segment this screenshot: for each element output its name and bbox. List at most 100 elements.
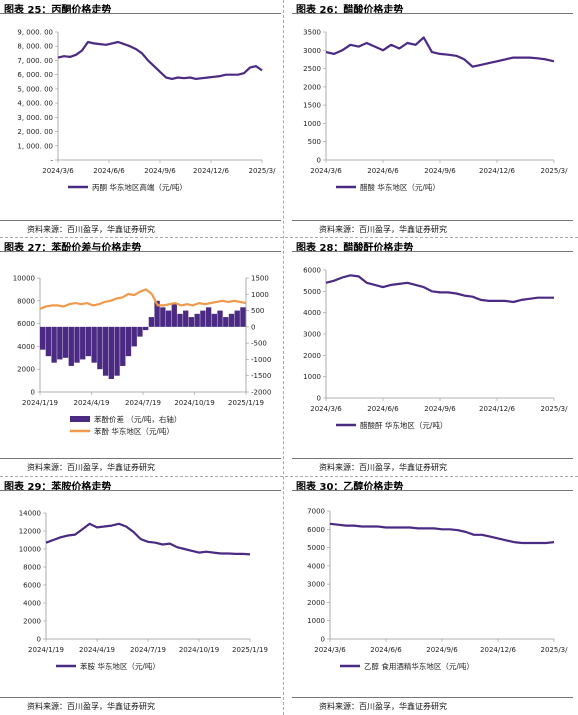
x-tick-label: 2024/6/6 (93, 167, 125, 175)
spread-bar (74, 326, 80, 363)
title-rule (292, 251, 573, 252)
x-tick-label: 2024/12/6 (480, 646, 516, 654)
y-tick-label: 4, 000. 00 (17, 100, 53, 108)
spread-bar (177, 313, 183, 327)
y-tick-label: 0 (317, 395, 321, 403)
y-tick-label: 8, 000. 00 (17, 43, 53, 51)
spread-bar (171, 304, 177, 327)
y2-tick-label: 1500 (251, 275, 269, 283)
x-tick-label: 2024/3/6 (314, 646, 346, 654)
y-tick-label: 0 (31, 389, 35, 397)
spread-bar (114, 326, 120, 376)
panel-divider-vertical (283, 0, 284, 715)
legend-label: 醋酸酐 华东地区（元/吨） (360, 420, 447, 430)
x-tick-label: 2024/9/6 (426, 646, 458, 654)
spread-bar (211, 313, 217, 327)
title-rule (292, 13, 573, 14)
y-tick-label: 6000 (23, 582, 41, 590)
y-tick-label: 14000 (19, 510, 41, 518)
x-tick-label: 2024/9/6 (424, 167, 456, 175)
x-tick-label: 2024/6/6 (367, 405, 399, 413)
spread-bar (234, 310, 240, 327)
y-tick-label: 2000 (303, 83, 321, 91)
y-tick-label: 8000 (17, 297, 35, 305)
y-tick-label: 4000 (23, 600, 41, 608)
y-tick-label: 2000 (23, 618, 41, 626)
y-tick-label: 0 (317, 157, 321, 165)
source-note: 资料来源：百川盈孚，华鑫证券研究 (27, 463, 155, 472)
y-tick-label: 7000 (307, 508, 325, 516)
y-tick-label: 10000 (19, 546, 41, 554)
y-tick-label: 5000 (303, 288, 321, 296)
y-tick-label: 4000 (307, 562, 325, 570)
source-rule (0, 220, 281, 221)
spread-bar (223, 317, 229, 327)
source-rule (0, 697, 281, 698)
acetone-price-chart: - 1, 000. 00 2, 000. 00 3, 000. 00 4, 000. 0… (17, 29, 277, 193)
y2-tick-label: -1000 (251, 356, 271, 364)
y-tick-label: 6000 (17, 320, 35, 328)
spread-bar (200, 310, 206, 327)
source-rule (292, 697, 573, 698)
x-tick-label: 2025/3/ (541, 167, 569, 175)
x-tick-label: 2024/4/19 (79, 646, 115, 654)
source-rule (292, 458, 573, 459)
x-tick-label: 2024/9/6 (424, 405, 456, 413)
chart-title: 图表 26：醋酸价格走势 (296, 5, 404, 16)
panel-divider-horizontal-1 (0, 237, 578, 238)
chart-title: 图表 25：丙酮价格走势 (4, 5, 112, 16)
x-tick-label: 2025/3/ (541, 405, 569, 413)
spread-bar (97, 326, 103, 370)
y-tick-label: 0 (37, 636, 41, 644)
y-tick-label: 1000 (303, 373, 321, 381)
y-tick-label: 3000 (307, 581, 325, 589)
chart-title: 图表 28：醋酸酐价格走势 (296, 243, 414, 254)
x-tick-label: 2024/1/19 (22, 399, 58, 407)
x-tick-label: 2024/7/19 (125, 399, 161, 407)
y-tick-label: 5, 000. 00 (17, 85, 53, 93)
chart-title: 图表 27：苯酚价差与价格走势 (4, 243, 142, 254)
spread-bar (91, 326, 97, 363)
y-tick-label: 0 (321, 636, 325, 644)
x-tick-label: 2025/1/19 (232, 646, 268, 654)
spread-bar (108, 326, 114, 379)
source-note: 资料来源：百川盈孚，华鑫证券研究 (27, 225, 155, 234)
y2-tick-label: 1000 (251, 291, 269, 299)
x-tick-label: 2024/1/19 (28, 646, 64, 654)
y2-tick-label: -2000 (251, 389, 271, 397)
panel-divider-horizontal-2 (0, 476, 578, 477)
x-tick-label: 2024/3/6 (42, 167, 74, 175)
y2-tick-label: -500 (251, 340, 267, 348)
source-note: 资料来源：百川盈孚，华鑫证券研究 (319, 702, 447, 711)
spread-bar (137, 326, 143, 337)
y-tick-label: - (50, 157, 53, 165)
x-tick-label: 2024/7/19 (130, 646, 166, 654)
price-line (45, 522, 251, 556)
chart-panel-phenol: 图表 27：苯酚价差与价格走势 0 2000 4000 6000 8000 10000 20… (0, 238, 281, 476)
y-tick-label: 4000 (17, 343, 35, 351)
chart-panel-acetic-anhydride: 图表 28：醋酸酐价格走势 0 1000 2000 3000 4000 5000 6000 2… (292, 238, 573, 476)
spread-bar (188, 317, 195, 327)
spread-bar (165, 310, 172, 327)
legend-label: 醋酸 华东地区（元/吨） (360, 182, 440, 192)
spread-bar (57, 326, 63, 360)
x-tick-label: 2024/6/6 (370, 646, 402, 654)
x-tick-label: 2025/3/ (249, 167, 277, 175)
y-tick-label: 8000 (23, 564, 41, 572)
source-note: 资料来源：百川盈孚，华鑫证券研究 (319, 463, 447, 472)
y2-tick-label: -1500 (251, 372, 271, 380)
chart-title: 图表 29：苯胺价格走势 (4, 482, 112, 493)
ethanol-price-chart: 0 1000 2000 3000 4000 5000 6000 7000 2024/3/6 202… (307, 508, 568, 672)
spread-bar (154, 300, 160, 327)
y-tick-label: 3000 (303, 331, 321, 339)
spread-bar (45, 326, 52, 357)
x-tick-label: 2024/3/6 (310, 167, 342, 175)
spread-bar (148, 317, 155, 327)
y-tick-label: 4000 (303, 309, 321, 317)
source-rule (292, 220, 573, 221)
legend-label: 苯胺 华东地区（元/吨） (80, 661, 160, 671)
y-tick-label: 6000 (307, 526, 325, 534)
acetic-acid-price-chart: 0 500 1000 1500 2000 2500 3000 3500 2024/3/6 2024… (303, 29, 569, 193)
y-tick-label: 10000 (13, 275, 35, 283)
